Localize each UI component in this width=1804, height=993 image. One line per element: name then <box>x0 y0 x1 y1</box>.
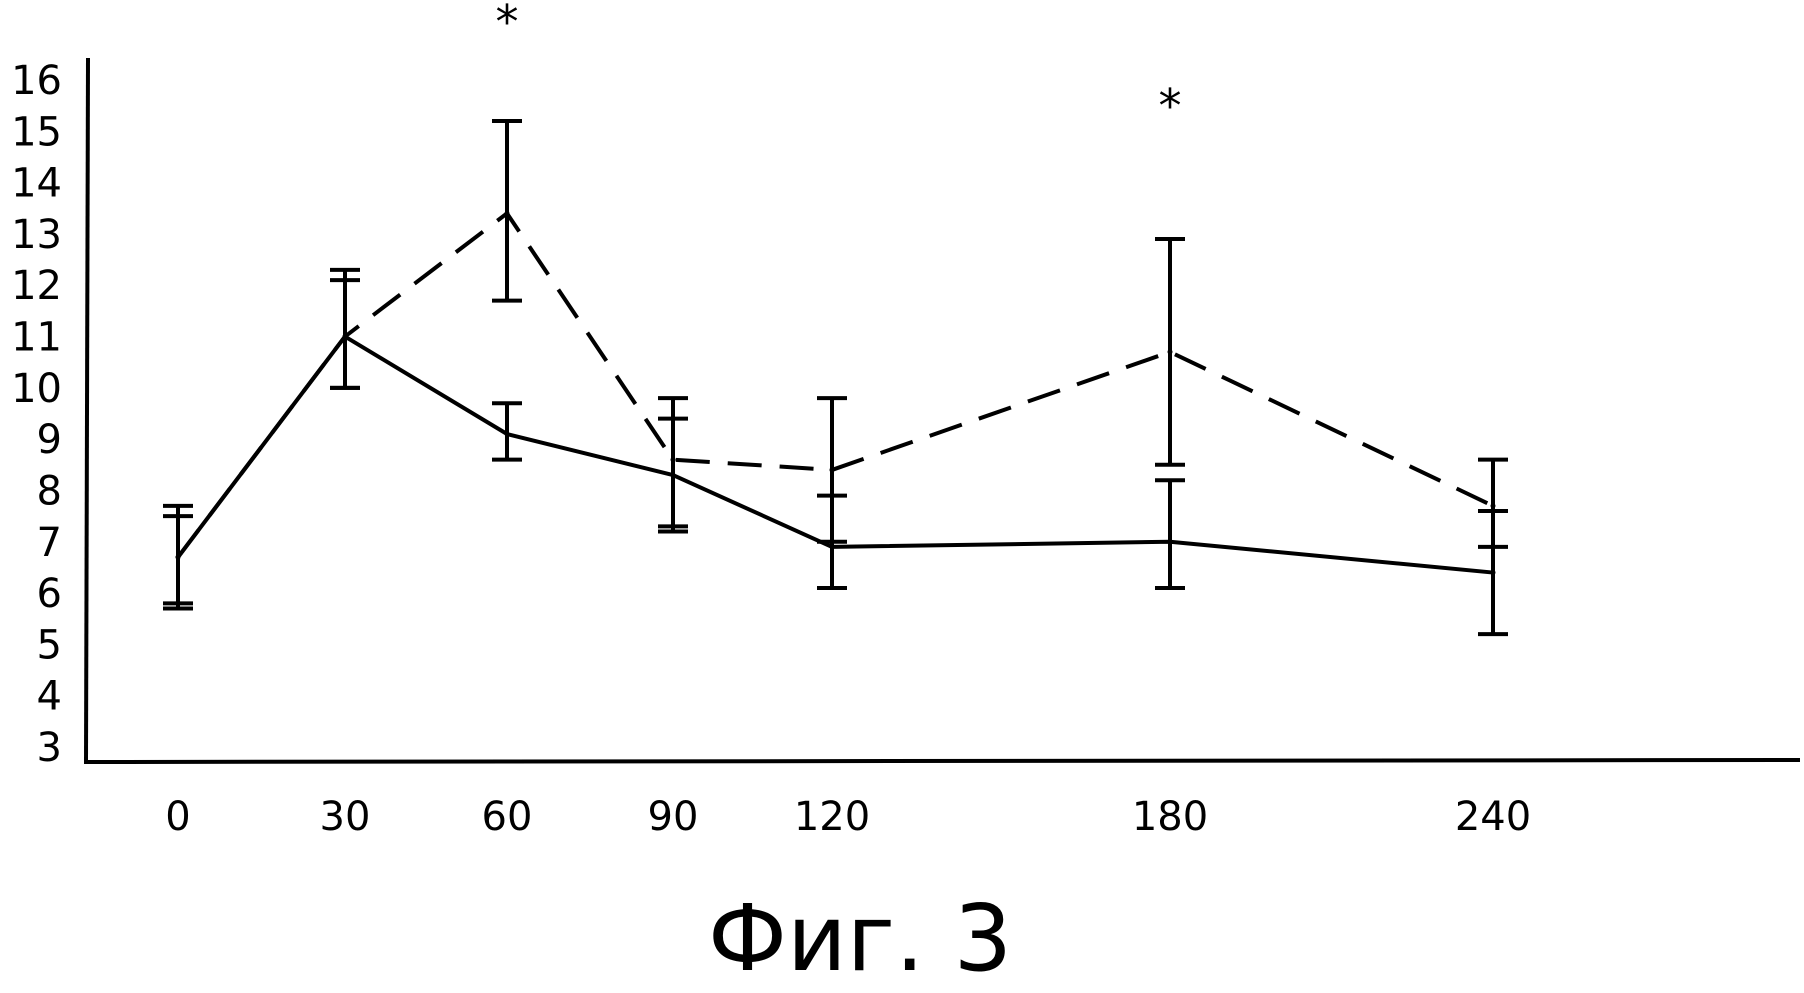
data-point <box>1167 349 1173 355</box>
series-group <box>163 119 1508 637</box>
series-line-solid <box>176 334 1494 575</box>
significance-marker: * <box>1159 79 1182 133</box>
axes <box>83 57 1801 764</box>
y-tick-label: 5 <box>37 622 62 668</box>
y-tick-label: 8 <box>37 468 62 514</box>
y-tick-label: 4 <box>37 674 62 720</box>
y-tick-label: 9 <box>37 417 62 463</box>
series-dashed <box>163 119 1508 606</box>
y-tick-label: 13 <box>11 212 62 258</box>
error-bar <box>492 401 522 462</box>
x-tick-label: 30 <box>320 794 371 840</box>
data-point <box>829 467 835 473</box>
tick-labels: 3 4 5 6 7 8 9 10 11 12 13 14 15 16 0 30 60 90 120 180 240 <box>11 58 1531 840</box>
data-point <box>342 334 348 340</box>
x-tick-label: 120 <box>794 794 870 840</box>
significance-marker: * <box>496 0 519 49</box>
error-bar <box>1155 478 1185 590</box>
y-tick-label: 11 <box>11 315 62 361</box>
data-point <box>1490 503 1496 509</box>
error-bar <box>658 396 688 529</box>
error-bar <box>163 503 193 606</box>
data-point <box>670 457 676 463</box>
data-point <box>1167 539 1173 545</box>
x-tick-label: 0 <box>165 794 190 840</box>
error-bar <box>1478 457 1508 549</box>
error-bar <box>492 119 522 303</box>
x-tick-label: 240 <box>1455 794 1531 840</box>
x-tick-label: 180 <box>1132 794 1208 840</box>
data-point <box>829 544 835 550</box>
series-solid <box>163 278 1508 637</box>
annotations: ** <box>496 0 1182 133</box>
y-tick-label: 16 <box>11 58 62 104</box>
y-axis-line <box>84 57 90 763</box>
x-axis-line <box>83 758 1801 764</box>
figure-caption: Фиг. 3 <box>708 885 1012 992</box>
data-point <box>1490 570 1496 576</box>
y-tick-label: 12 <box>11 263 62 309</box>
data-point <box>504 210 510 216</box>
series-line-dashed <box>176 211 1494 559</box>
error-bar <box>330 267 360 390</box>
y-tick-label: 14 <box>11 161 62 207</box>
y-tick-label: 10 <box>11 366 62 412</box>
y-tick-label: 15 <box>11 109 62 155</box>
x-tick-label: 90 <box>648 794 699 840</box>
y-tick-label: 6 <box>37 571 62 617</box>
x-tick-label: 60 <box>482 794 533 840</box>
y-tick-label: 7 <box>37 520 62 566</box>
data-point <box>504 431 510 437</box>
y-tick-label: 3 <box>37 725 62 771</box>
data-point <box>175 554 181 560</box>
